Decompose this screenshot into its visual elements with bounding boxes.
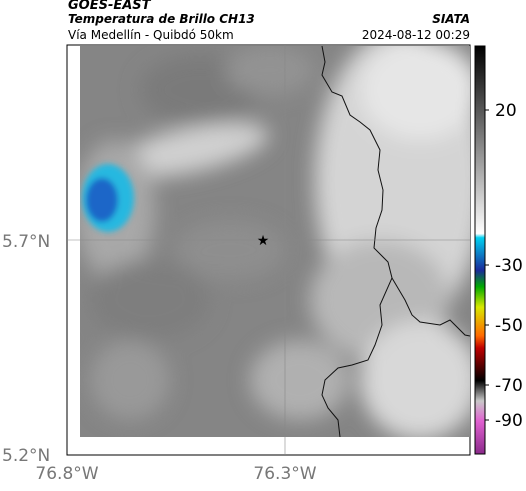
lat-tick-label: 5.2°N xyxy=(2,446,50,466)
boundary-lines xyxy=(321,46,470,437)
product-title: Temperatura de Brillo CH13 xyxy=(68,12,255,26)
colorbar-tick-label: -90 xyxy=(495,411,523,431)
brightness-temperature-image xyxy=(80,46,470,437)
timestamp-label: 2024-08-12 00:29 xyxy=(361,28,470,42)
source-label: SIATA xyxy=(432,12,470,26)
colorbar-tick-label: 20 xyxy=(495,101,517,121)
lon-tick-label: 76.8°W xyxy=(35,464,98,484)
lat-tick-label: 5.7°N xyxy=(2,232,50,252)
colorbar-tick-label: -50 xyxy=(495,316,523,336)
colorbar-tick-label: -30 xyxy=(495,256,523,276)
colorbar xyxy=(474,45,486,455)
location-star-icon: ★ xyxy=(257,233,270,249)
lon-tick-label: 76.3°W xyxy=(253,464,316,484)
route-subtitle: Vía Medellín - Quibdó 50km xyxy=(68,28,234,42)
satellite-title: GOES-EAST xyxy=(68,0,151,13)
colorbar-tick-label: -70 xyxy=(495,376,523,396)
